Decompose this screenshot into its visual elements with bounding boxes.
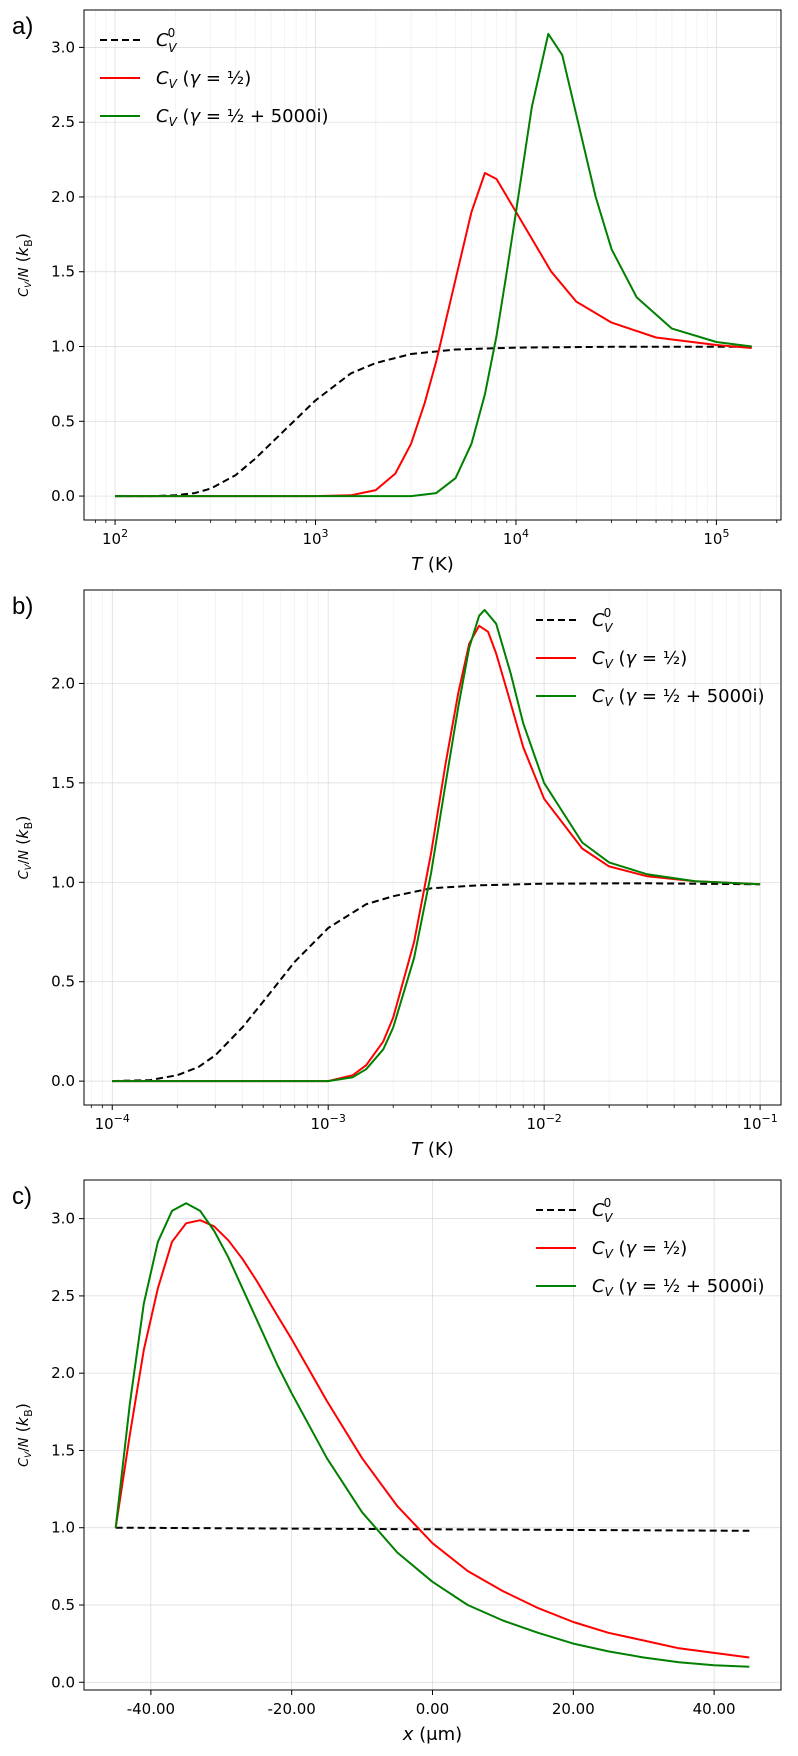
y-tick-label: 2.5	[51, 113, 75, 131]
legend-entry: CV (γ = ½)	[592, 648, 687, 671]
y-tick-label: 3.0	[51, 38, 75, 56]
y-tick-label: 0.5	[51, 1596, 75, 1614]
series-line-cv-complex	[115, 32, 752, 498]
y-axis-label: CV/N (kB)	[13, 816, 35, 880]
legend-entry: CV (γ = ½ + 5000i)	[592, 1276, 765, 1299]
x-tick-label: 104	[503, 527, 529, 548]
series-line-cv-half	[114, 1219, 750, 1659]
series-line-cv-complex	[112, 608, 761, 1083]
legend: C0 V CV (γ = ½) CV (γ = ½ + 5000i)	[100, 26, 329, 129]
y-tick-label: 2.5	[51, 1287, 75, 1305]
x-tick-label: 10−1	[742, 1112, 777, 1133]
x-tick-label: 10−3	[311, 1112, 346, 1133]
x-axis-label: T (K)	[411, 554, 454, 575]
y-tick-label: 2.0	[51, 188, 75, 206]
y-tick-label: 2.0	[51, 1364, 75, 1382]
legend-entry: C0 V	[592, 1196, 613, 1225]
y-tick-label: 3.0	[51, 1210, 75, 1228]
series-line-cv-complex	[114, 1202, 750, 1668]
x-tick-label: 10−2	[526, 1112, 561, 1133]
x-tick-label: -20.00	[268, 1700, 316, 1718]
y-tick-label: 0.5	[51, 973, 75, 991]
legend-entry: C0 V	[156, 26, 177, 55]
panel-label: b)	[12, 593, 33, 620]
series-line-cv0	[115, 1526, 750, 1532]
legend-entry: CV (γ = ½)	[156, 68, 251, 91]
chart-panel-c: c) -40.00 -20.00 0.00 20.00 40.00 0.0 0.5 1.0 1.5…	[12, 1179, 782, 1745]
x-tick-label: -40.00	[127, 1700, 175, 1718]
y-tick-label: 0.0	[51, 1673, 75, 1691]
y-tick-label: 0.5	[51, 412, 75, 430]
chart-panel-a: a) 102 103 104 105 0.0 0.5 1.0 1.5 2.0 2.5 3.0 T (K)…	[12, 9, 782, 575]
y-tick-label: 0.0	[51, 1072, 75, 1090]
x-tick-label: 20.00	[552, 1700, 595, 1718]
x-tick-label: 0.00	[416, 1700, 449, 1718]
y-axis-label: CV/N (kB)	[13, 1403, 35, 1467]
plot-frame	[83, 589, 782, 1106]
x-tick-label: 102	[102, 527, 128, 548]
x-tick-label: 105	[703, 527, 729, 548]
x-tick-label: 40.00	[693, 1700, 736, 1718]
legend: C0 V CV (γ = ½) CV (γ = ½ + 5000i)	[536, 606, 765, 709]
y-tick-label: 1.0	[51, 1519, 75, 1537]
y-tick-label: 2.0	[51, 674, 75, 692]
y-tick-label: 0.0	[51, 487, 75, 505]
series-line-cv0	[112, 882, 761, 1083]
y-tick-label: 1.5	[51, 774, 75, 792]
panel-label: c)	[12, 1183, 32, 1210]
y-tick-label: 1.0	[51, 873, 75, 891]
x-tick-label: 103	[302, 527, 328, 548]
plot-frame	[83, 1179, 782, 1691]
series-line-cv-half	[115, 172, 752, 498]
legend-entry: CV (γ = ½ + 5000i)	[156, 106, 329, 129]
legend-entry: C0 V	[592, 606, 613, 635]
legend: C0 V CV (γ = ½) CV (γ = ½ + 5000i)	[536, 1196, 765, 1299]
legend-entry: CV (γ = ½ + 5000i)	[592, 686, 765, 709]
y-tick-label: 1.5	[51, 1441, 75, 1459]
panel-label: a)	[12, 13, 33, 40]
x-axis-label: T (K)	[411, 1139, 454, 1160]
y-tick-label: 1.5	[51, 263, 75, 281]
chart-panel-b: b) 10−4 10−3 10−2 10−1 0.0 0.5 1.0 1.5 2.0 T (K) CV…	[12, 589, 782, 1160]
series-line-cv0	[115, 345, 752, 498]
y-tick-label: 1.0	[51, 338, 75, 356]
plot-frame	[83, 9, 782, 521]
legend-entry: CV (γ = ½)	[592, 1238, 687, 1261]
x-tick-label: 10−4	[95, 1112, 130, 1133]
x-axis-label: x (μm)	[402, 1724, 462, 1745]
y-axis-label: CV/N (kB)	[13, 233, 35, 297]
